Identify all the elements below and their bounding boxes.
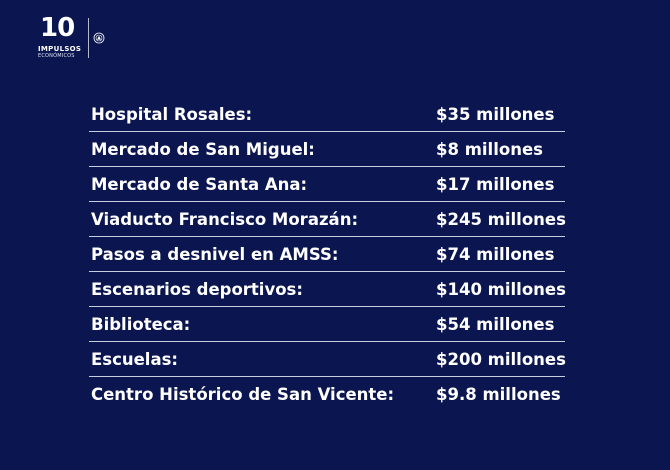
row-value: $35 millones <box>436 105 555 124</box>
table-row: Escuelas: $200 millones <box>89 342 566 377</box>
row-label: Pasos a desnivel en AMSS: <box>91 245 339 264</box>
row-value: $245 millones <box>436 210 566 229</box>
row-label: Hospital Rosales: <box>91 105 253 124</box>
table-row: Centro Histórico de San Vicente: $9.8 mi… <box>89 377 565 412</box>
row-label: Mercado de San Miguel: <box>91 140 315 159</box>
row-label: Escenarios deportivos: <box>91 280 303 299</box>
row-label: Mercado de Santa Ana: <box>91 175 308 194</box>
row-value: $200 millones <box>436 350 566 369</box>
row-value: $54 millones <box>436 315 555 334</box>
table-row: Pasos a desnivel en AMSS: $74 millones <box>89 237 565 272</box>
row-label: Biblioteca: <box>91 315 191 334</box>
row-value: $17 millones <box>436 175 555 194</box>
seal-icon <box>93 32 105 44</box>
table-row: Viaducto Francisco Morazán: $245 millone… <box>89 202 566 237</box>
investment-table: Hospital Rosales: $35 millones Mercado d… <box>89 97 566 412</box>
table-row: Biblioteca: $54 millones <box>89 307 565 342</box>
row-label: Escuelas: <box>91 350 179 369</box>
table-row: Mercado de San Miguel: $8 millones <box>89 132 565 167</box>
logo-line1: IMPULSOS <box>38 45 82 53</box>
logo-line2: ECONÓMICOS <box>38 53 75 59</box>
table-row: Mercado de Santa Ana: $17 millones <box>89 167 565 202</box>
row-label: Viaducto Francisco Morazán: <box>91 210 359 229</box>
row-value: $8 millones <box>436 140 543 159</box>
logo-number: 10 <box>40 13 75 43</box>
table-row: Escenarios deportivos: $140 millones <box>89 272 566 307</box>
table-row: Hospital Rosales: $35 millones <box>89 97 565 132</box>
row-value: $9.8 millones <box>436 385 561 404</box>
row-value: $140 millones <box>436 280 566 299</box>
logo-divider <box>88 18 89 58</box>
row-value: $74 millones <box>436 245 555 264</box>
row-label: Centro Histórico de San Vicente: <box>91 385 395 404</box>
